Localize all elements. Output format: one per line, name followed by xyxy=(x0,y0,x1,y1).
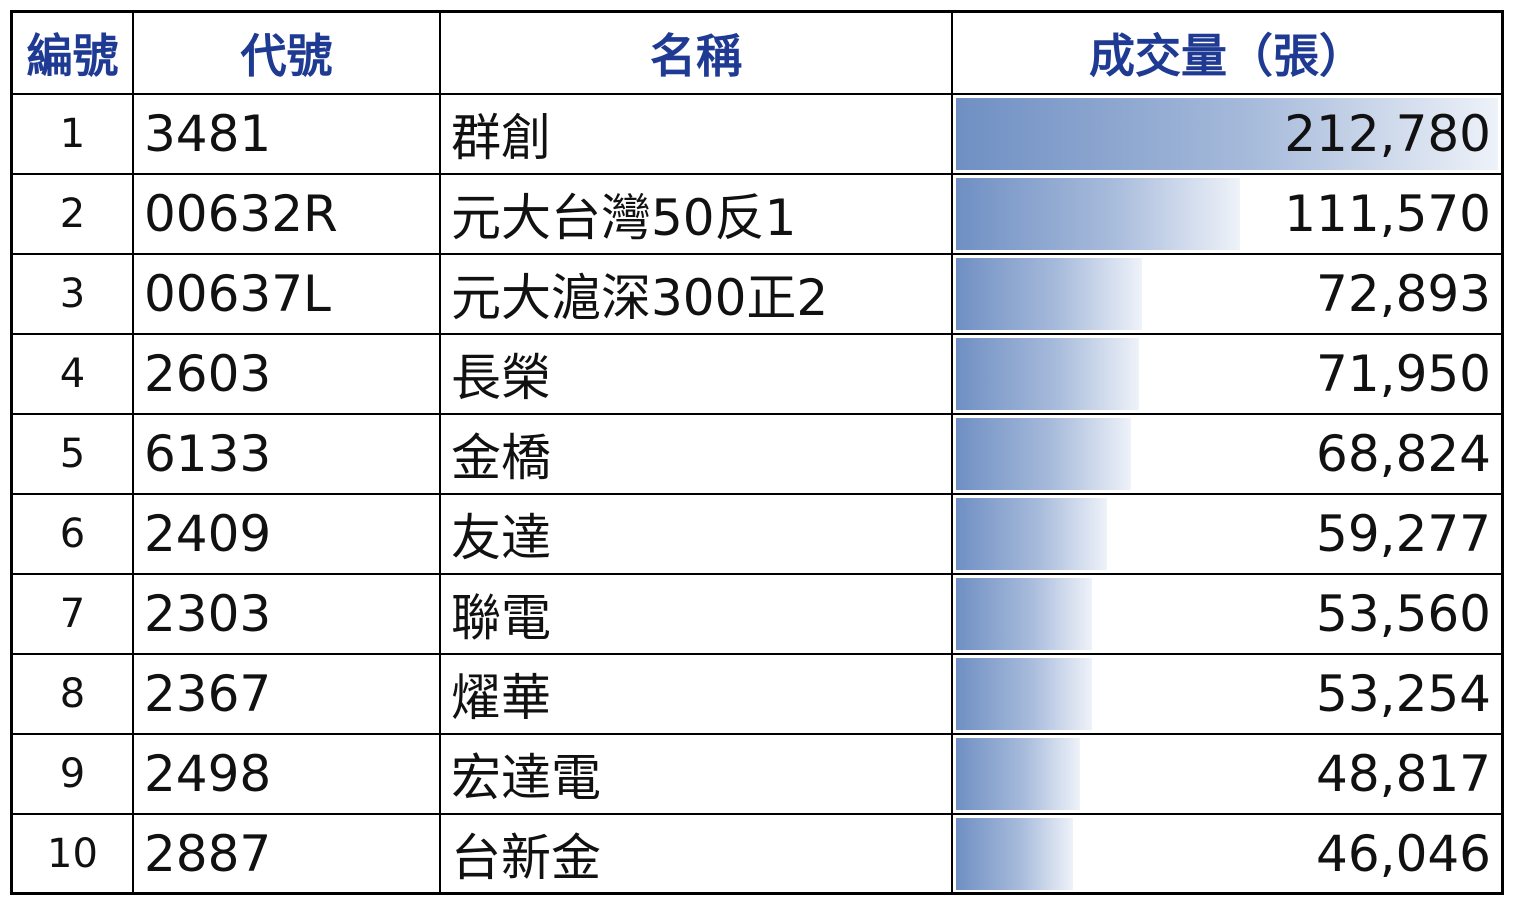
volume-data-bar xyxy=(956,658,1092,730)
code-cell: 6133 xyxy=(132,413,441,495)
code-cell: 2603 xyxy=(132,333,441,415)
code-cell: 00637L xyxy=(132,253,441,335)
name-cell: 聯電 xyxy=(439,573,953,655)
volume-data-bar xyxy=(956,498,1107,570)
code-cell: 2409 xyxy=(132,493,441,575)
volume-data-bar xyxy=(956,738,1081,810)
volume-data-bar xyxy=(956,338,1140,410)
name-cell: 群創 xyxy=(439,93,953,175)
volume-cell: 59,277 xyxy=(951,493,1501,575)
rank-cell: 5 xyxy=(13,413,134,495)
table-body: 1 3481 群創 212,780 2 00632R 元大台灣50反1 111,570 3 006… xyxy=(13,93,1501,893)
code-cell: 00632R xyxy=(132,173,441,255)
volume-cell: 68,824 xyxy=(951,413,1501,495)
volume-value: 71,950 xyxy=(1316,345,1491,403)
volume-cell: 212,780 xyxy=(951,93,1501,175)
header-code: 代號 xyxy=(132,13,441,95)
volume-ranking-table: 編號 代號 名稱 成交量（張） 1 3481 群創 212,780 2 00632R 元大台… xyxy=(10,10,1504,895)
volume-value: 212,780 xyxy=(1284,105,1491,163)
volume-data-bar xyxy=(956,418,1132,490)
table-row: 3 00637L 元大滬深300正2 72,893 xyxy=(13,253,1501,335)
header-row: 編號 代號 名稱 成交量（張） xyxy=(13,13,1501,95)
volume-cell: 53,560 xyxy=(951,573,1501,655)
volume-value: 46,046 xyxy=(1316,825,1491,883)
rank-cell: 8 xyxy=(13,653,134,735)
table: 編號 代號 名稱 成交量（張） 1 3481 群創 212,780 2 00632R 元大台… xyxy=(13,13,1501,893)
volume-cell: 46,046 xyxy=(951,813,1501,893)
volume-value: 72,893 xyxy=(1316,265,1491,323)
rank-cell: 9 xyxy=(13,733,134,815)
volume-value: 48,817 xyxy=(1316,745,1491,803)
rank-cell: 4 xyxy=(13,333,134,415)
name-cell: 燿華 xyxy=(439,653,953,735)
name-cell: 元大滬深300正2 xyxy=(439,253,953,335)
volume-data-bar xyxy=(956,258,1142,330)
rank-cell: 1 xyxy=(13,93,134,175)
volume-value: 53,254 xyxy=(1316,665,1491,723)
volume-cell: 111,570 xyxy=(951,173,1501,255)
table-row: 1 3481 群創 212,780 xyxy=(13,93,1501,175)
table-row: 8 2367 燿華 53,254 xyxy=(13,653,1501,735)
volume-data-bar xyxy=(956,98,1498,170)
table-row: 6 2409 友達 59,277 xyxy=(13,493,1501,575)
name-cell: 金橋 xyxy=(439,413,953,495)
name-cell: 長榮 xyxy=(439,333,953,415)
volume-value: 111,570 xyxy=(1284,185,1491,243)
rank-cell: 6 xyxy=(13,493,134,575)
code-cell: 2498 xyxy=(132,733,441,815)
volume-data-bar xyxy=(956,178,1241,250)
name-cell: 台新金 xyxy=(439,813,953,893)
name-cell: 友達 xyxy=(439,493,953,575)
rank-cell: 10 xyxy=(13,813,134,893)
volume-cell: 48,817 xyxy=(951,733,1501,815)
volume-value: 59,277 xyxy=(1316,505,1491,563)
volume-cell: 72,893 xyxy=(951,253,1501,335)
table-row: 4 2603 長榮 71,950 xyxy=(13,333,1501,415)
code-cell: 2367 xyxy=(132,653,441,735)
name-cell: 宏達電 xyxy=(439,733,953,815)
volume-cell: 53,254 xyxy=(951,653,1501,735)
table-row: 7 2303 聯電 53,560 xyxy=(13,573,1501,655)
header-name: 名稱 xyxy=(439,13,953,95)
header-rank: 編號 xyxy=(13,13,134,95)
volume-value: 53,560 xyxy=(1316,585,1491,643)
table-row: 2 00632R 元大台灣50反1 111,570 xyxy=(13,173,1501,255)
table-row: 5 6133 金橋 68,824 xyxy=(13,413,1501,495)
header-volume: 成交量（張） xyxy=(951,13,1501,95)
code-cell: 2887 xyxy=(132,813,441,893)
table-row: 9 2498 宏達電 48,817 xyxy=(13,733,1501,815)
rank-cell: 2 xyxy=(13,173,134,255)
name-cell: 元大台灣50反1 xyxy=(439,173,953,255)
volume-data-bar xyxy=(956,818,1074,890)
rank-cell: 3 xyxy=(13,253,134,335)
table-row: 10 2887 台新金 46,046 xyxy=(13,813,1501,893)
code-cell: 2303 xyxy=(132,573,441,655)
code-cell: 3481 xyxy=(132,93,441,175)
rank-cell: 7 xyxy=(13,573,134,655)
volume-cell: 71,950 xyxy=(951,333,1501,415)
volume-data-bar xyxy=(956,578,1093,650)
volume-value: 68,824 xyxy=(1316,425,1491,483)
